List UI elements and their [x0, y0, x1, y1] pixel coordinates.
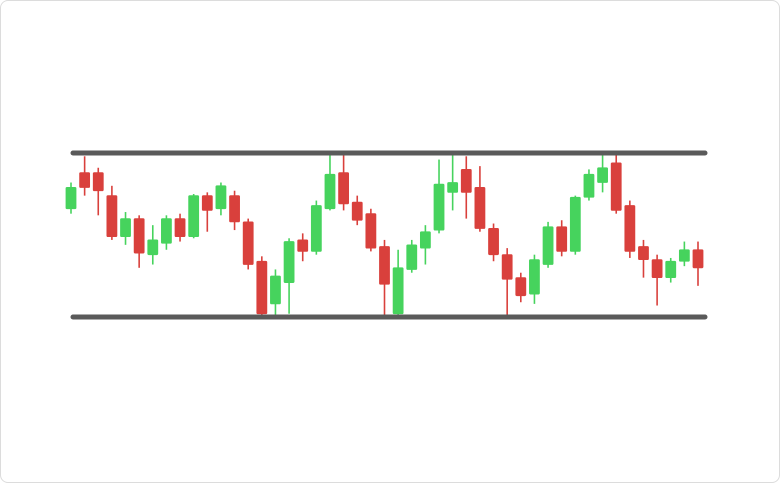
- candle-body: [665, 260, 677, 279]
- candle-body: [379, 246, 390, 285]
- candle-body: [147, 239, 159, 256]
- candle-body: [583, 173, 595, 198]
- candle-body: [529, 259, 540, 295]
- candle-body: [597, 167, 608, 183]
- candle-body: [474, 187, 486, 229]
- candle-body: [638, 246, 649, 260]
- candle-body: [501, 254, 513, 280]
- candle-body: [256, 260, 268, 315]
- candle-body: [242, 221, 254, 265]
- candle-body: [324, 173, 336, 210]
- candle-body: [283, 241, 295, 283]
- candle-body: [569, 196, 581, 252]
- candle-body: [678, 249, 690, 262]
- candle-body: [433, 183, 445, 231]
- candle-body: [270, 275, 281, 305]
- candle-body: [174, 218, 186, 238]
- candle-body: [488, 228, 499, 256]
- candle-body: [460, 168, 472, 193]
- candle-body: [624, 205, 636, 252]
- candle-body: [515, 277, 527, 297]
- candle-body: [92, 172, 104, 192]
- candle-body: [610, 162, 622, 211]
- candle-body: [419, 231, 431, 249]
- candle-body: [188, 195, 200, 238]
- candle-body: [351, 201, 363, 221]
- candle-body: [229, 195, 240, 223]
- candle-body: [161, 218, 172, 244]
- candle-body: [106, 195, 118, 238]
- candle-body: [447, 182, 459, 193]
- candle-body: [215, 185, 227, 210]
- candle-body: [201, 195, 213, 211]
- candle-body: [79, 172, 91, 188]
- candle-body: [297, 239, 309, 252]
- candle-body: [406, 244, 418, 270]
- candle-body: [65, 187, 77, 210]
- candle-body: [133, 218, 145, 254]
- candle-body: [365, 213, 377, 249]
- candle-body: [651, 259, 663, 279]
- candle-body: [310, 205, 322, 252]
- candle-body: [120, 218, 131, 238]
- candle-body: [392, 267, 404, 315]
- candle-body: [692, 249, 704, 269]
- candle-body: [338, 172, 350, 205]
- candle-body: [542, 226, 554, 265]
- candle-body: [556, 226, 568, 252]
